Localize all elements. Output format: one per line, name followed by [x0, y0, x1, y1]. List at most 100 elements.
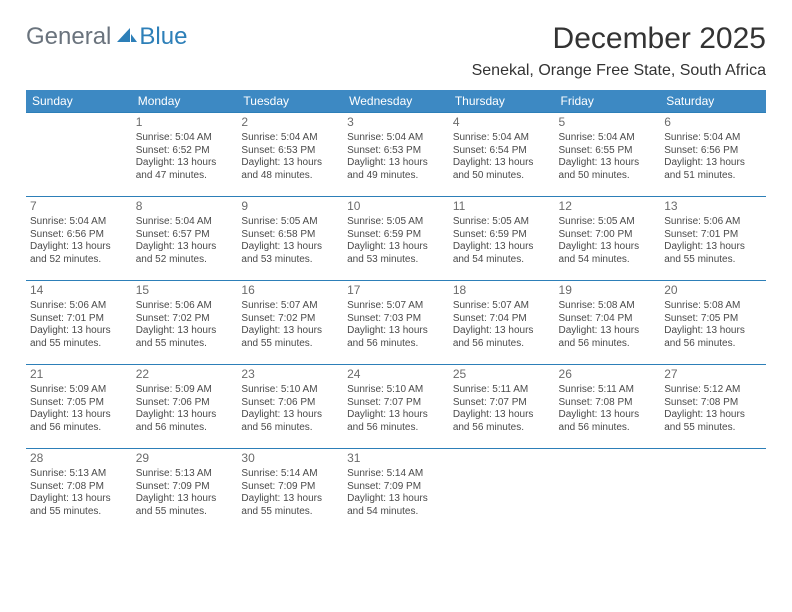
header: General Blue December 2025 Senekal, Oran…	[26, 22, 766, 80]
day-cell: 4Sunrise: 5:04 AMSunset: 6:54 PMDaylight…	[449, 113, 555, 197]
day-cell: 31Sunrise: 5:14 AMSunset: 7:09 PMDayligh…	[343, 449, 449, 533]
day-details: Sunrise: 5:04 AMSunset: 6:57 PMDaylight:…	[136, 216, 234, 266]
day-number: 17	[347, 281, 445, 300]
day-details: Sunrise: 5:04 AMSunset: 6:54 PMDaylight:…	[453, 132, 551, 182]
day-details: Sunrise: 5:04 AMSunset: 6:53 PMDaylight:…	[241, 132, 339, 182]
brand-logo: General Blue	[26, 22, 187, 52]
day-number: 30	[241, 449, 339, 468]
day-header-row: SundayMondayTuesdayWednesdayThursdayFrid…	[26, 90, 766, 113]
day-cell: 16Sunrise: 5:07 AMSunset: 7:02 PMDayligh…	[237, 281, 343, 365]
day-cell: 18Sunrise: 5:07 AMSunset: 7:04 PMDayligh…	[449, 281, 555, 365]
day-cell: 28Sunrise: 5:13 AMSunset: 7:08 PMDayligh…	[26, 449, 132, 533]
day-cell: 25Sunrise: 5:11 AMSunset: 7:07 PMDayligh…	[449, 365, 555, 449]
day-number: 16	[241, 281, 339, 300]
day-cell: 30Sunrise: 5:14 AMSunset: 7:09 PMDayligh…	[237, 449, 343, 533]
day-cell: 13Sunrise: 5:06 AMSunset: 7:01 PMDayligh…	[660, 197, 766, 281]
day-number: 23	[241, 365, 339, 384]
day-cell: 29Sunrise: 5:13 AMSunset: 7:09 PMDayligh…	[132, 449, 238, 533]
week-row: 21Sunrise: 5:09 AMSunset: 7:05 PMDayligh…	[26, 365, 766, 449]
day-number: 20	[664, 281, 762, 300]
title-block: December 2025 Senekal, Orange Free State…	[472, 22, 766, 80]
day-cell: 26Sunrise: 5:11 AMSunset: 7:08 PMDayligh…	[555, 365, 661, 449]
day-cell	[660, 449, 766, 533]
day-details: Sunrise: 5:04 AMSunset: 6:55 PMDaylight:…	[559, 132, 657, 182]
day-number: 7	[30, 197, 128, 216]
month-title: December 2025	[472, 22, 766, 56]
day-number: 19	[559, 281, 657, 300]
brand-part2: Blue	[139, 23, 187, 51]
day-cell: 22Sunrise: 5:09 AMSunset: 7:06 PMDayligh…	[132, 365, 238, 449]
day-cell: 20Sunrise: 5:08 AMSunset: 7:05 PMDayligh…	[660, 281, 766, 365]
day-details: Sunrise: 5:08 AMSunset: 7:04 PMDaylight:…	[559, 300, 657, 350]
day-cell: 24Sunrise: 5:10 AMSunset: 7:07 PMDayligh…	[343, 365, 449, 449]
day-cell: 2Sunrise: 5:04 AMSunset: 6:53 PMDaylight…	[237, 113, 343, 197]
day-number: 15	[136, 281, 234, 300]
day-cell: 17Sunrise: 5:07 AMSunset: 7:03 PMDayligh…	[343, 281, 449, 365]
week-row: 14Sunrise: 5:06 AMSunset: 7:01 PMDayligh…	[26, 281, 766, 365]
day-details: Sunrise: 5:09 AMSunset: 7:05 PMDaylight:…	[30, 384, 128, 434]
day-number: 13	[664, 197, 762, 216]
day-number: 27	[664, 365, 762, 384]
week-row: 7Sunrise: 5:04 AMSunset: 6:56 PMDaylight…	[26, 197, 766, 281]
day-details: Sunrise: 5:12 AMSunset: 7:08 PMDaylight:…	[664, 384, 762, 434]
day-number: 14	[30, 281, 128, 300]
day-details: Sunrise: 5:04 AMSunset: 6:56 PMDaylight:…	[664, 132, 762, 182]
day-cell	[26, 113, 132, 197]
day-number: 25	[453, 365, 551, 384]
day-number: 9	[241, 197, 339, 216]
day-details: Sunrise: 5:14 AMSunset: 7:09 PMDaylight:…	[347, 468, 445, 518]
day-details: Sunrise: 5:06 AMSunset: 7:01 PMDaylight:…	[664, 216, 762, 266]
day-details: Sunrise: 5:11 AMSunset: 7:07 PMDaylight:…	[453, 384, 551, 434]
day-details: Sunrise: 5:04 AMSunset: 6:56 PMDaylight:…	[30, 216, 128, 266]
day-cell: 6Sunrise: 5:04 AMSunset: 6:56 PMDaylight…	[660, 113, 766, 197]
day-cell: 19Sunrise: 5:08 AMSunset: 7:04 PMDayligh…	[555, 281, 661, 365]
day-number: 3	[347, 113, 445, 132]
day-header: Saturday	[660, 90, 766, 113]
day-cell: 1Sunrise: 5:04 AMSunset: 6:52 PMDaylight…	[132, 113, 238, 197]
location: Senekal, Orange Free State, South Africa	[472, 62, 766, 80]
day-number: 4	[453, 113, 551, 132]
day-cell: 9Sunrise: 5:05 AMSunset: 6:58 PMDaylight…	[237, 197, 343, 281]
day-number: 2	[241, 113, 339, 132]
day-header: Monday	[132, 90, 238, 113]
day-number: 1	[136, 113, 234, 132]
day-cell: 8Sunrise: 5:04 AMSunset: 6:57 PMDaylight…	[132, 197, 238, 281]
day-details: Sunrise: 5:04 AMSunset: 6:53 PMDaylight:…	[347, 132, 445, 182]
day-details: Sunrise: 5:05 AMSunset: 6:59 PMDaylight:…	[347, 216, 445, 266]
day-cell	[555, 449, 661, 533]
day-number: 11	[453, 197, 551, 216]
day-details: Sunrise: 5:13 AMSunset: 7:09 PMDaylight:…	[136, 468, 234, 518]
day-number: 24	[347, 365, 445, 384]
day-cell: 10Sunrise: 5:05 AMSunset: 6:59 PMDayligh…	[343, 197, 449, 281]
day-number: 5	[559, 113, 657, 132]
day-details: Sunrise: 5:07 AMSunset: 7:02 PMDaylight:…	[241, 300, 339, 350]
day-number: 10	[347, 197, 445, 216]
sail-icon	[117, 22, 137, 50]
day-number: 29	[136, 449, 234, 468]
calendar-table: SundayMondayTuesdayWednesdayThursdayFrid…	[26, 90, 766, 533]
day-number: 28	[30, 449, 128, 468]
day-details: Sunrise: 5:10 AMSunset: 7:07 PMDaylight:…	[347, 384, 445, 434]
week-row: 28Sunrise: 5:13 AMSunset: 7:08 PMDayligh…	[26, 449, 766, 533]
day-cell: 3Sunrise: 5:04 AMSunset: 6:53 PMDaylight…	[343, 113, 449, 197]
day-number: 12	[559, 197, 657, 216]
day-details: Sunrise: 5:13 AMSunset: 7:08 PMDaylight:…	[30, 468, 128, 518]
day-details: Sunrise: 5:04 AMSunset: 6:52 PMDaylight:…	[136, 132, 234, 182]
day-number: 18	[453, 281, 551, 300]
day-header: Friday	[555, 90, 661, 113]
day-details: Sunrise: 5:05 AMSunset: 6:59 PMDaylight:…	[453, 216, 551, 266]
day-details: Sunrise: 5:14 AMSunset: 7:09 PMDaylight:…	[241, 468, 339, 518]
day-cell: 27Sunrise: 5:12 AMSunset: 7:08 PMDayligh…	[660, 365, 766, 449]
day-details: Sunrise: 5:05 AMSunset: 6:58 PMDaylight:…	[241, 216, 339, 266]
day-details: Sunrise: 5:08 AMSunset: 7:05 PMDaylight:…	[664, 300, 762, 350]
day-details: Sunrise: 5:06 AMSunset: 7:02 PMDaylight:…	[136, 300, 234, 350]
day-cell: 23Sunrise: 5:10 AMSunset: 7:06 PMDayligh…	[237, 365, 343, 449]
day-details: Sunrise: 5:10 AMSunset: 7:06 PMDaylight:…	[241, 384, 339, 434]
day-details: Sunrise: 5:05 AMSunset: 7:00 PMDaylight:…	[559, 216, 657, 266]
day-number: 21	[30, 365, 128, 384]
day-header: Tuesday	[237, 90, 343, 113]
day-cell	[449, 449, 555, 533]
day-header: Sunday	[26, 90, 132, 113]
day-number: 31	[347, 449, 445, 468]
day-header: Thursday	[449, 90, 555, 113]
